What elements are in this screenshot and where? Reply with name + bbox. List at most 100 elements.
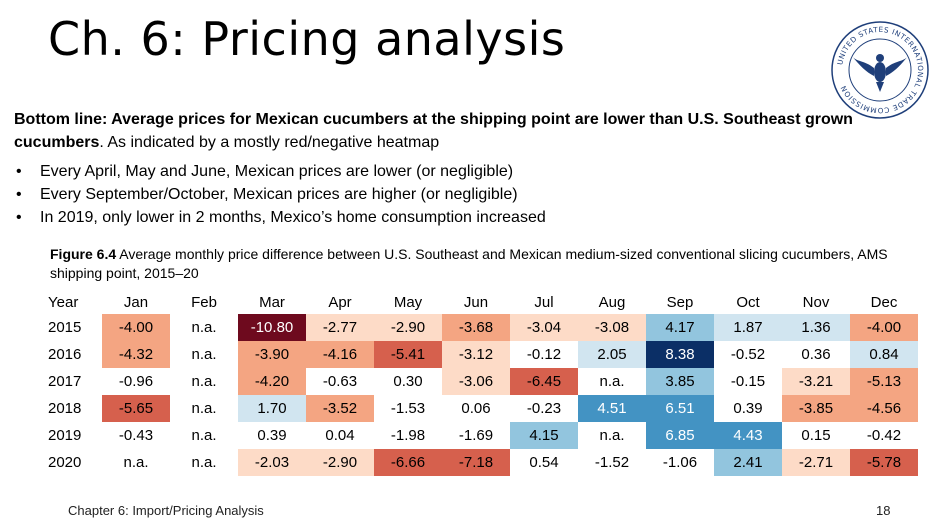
- heatmap-cell: 0.30: [393, 373, 423, 390]
- year-label: 2018: [48, 400, 82, 417]
- year-label: 2015: [48, 319, 82, 336]
- month-column-header: Aug: [598, 293, 626, 311]
- heatmap-row: 2015 -4.00 n.a. -10.80 -2.77 -2.90 -3.68 -3.04-…: [48, 314, 918, 341]
- heatmap-cell: 6.51: [646, 395, 714, 422]
- month-column-header: Jul: [534, 293, 554, 311]
- month-column-header: Feb: [191, 293, 217, 311]
- heatmap-cell: 0.84: [850, 341, 918, 368]
- bullet-item: • In 2019, only lower in 2 months, Mexico…: [14, 206, 546, 229]
- heatmap-cell: -2.90: [374, 314, 442, 341]
- slide-footer: Chapter 6: Import/Pricing Analysis: [68, 503, 264, 518]
- month-column-header: May: [393, 293, 423, 311]
- month-column-header: Apr: [328, 293, 352, 311]
- heatmap-cell: -3.90: [238, 341, 306, 368]
- heatmap-cell: 2.41: [714, 449, 782, 476]
- heatmap-cell: 0.36: [801, 346, 831, 363]
- heatmap-cell: -1.06: [662, 454, 698, 471]
- month-column-header: Sep: [666, 293, 694, 311]
- heatmap-cell: -5.13: [850, 368, 918, 395]
- year-column-header: Year: [48, 293, 79, 311]
- month-column-header: Oct: [736, 293, 760, 311]
- heatmap-cell: -6.66: [374, 449, 442, 476]
- heatmap-cell: 1.36: [782, 314, 850, 341]
- year-label: 2020: [48, 454, 82, 471]
- heatmap-cell: -1.52: [594, 454, 630, 471]
- heatmap-cell: -3.85: [782, 395, 850, 422]
- heatmap-cell: 1.87: [714, 314, 782, 341]
- heatmap-cell: -6.45: [510, 368, 578, 395]
- heatmap-cell: -3.06: [442, 368, 510, 395]
- bottom-line-bold: Bottom line: Average prices for Mexican …: [14, 111, 853, 151]
- heatmap-cell: 3.85: [646, 368, 714, 395]
- heatmap-cell: -4.00: [102, 314, 170, 341]
- heatmap-cell: -1.69: [458, 427, 494, 444]
- heatmap-cell: -4.20: [238, 368, 306, 395]
- heatmap-cell: 0.04: [325, 427, 355, 444]
- heatmap-cell: -4.56: [850, 395, 918, 422]
- heatmap-cell: n.a.: [191, 400, 217, 417]
- price-heatmap-table: Year Jan Feb Mar Apr May Jun Jul Aug Sep Oct Nov Dec…: [48, 290, 918, 476]
- slide-title: Ch. 6: Pricing analysis: [48, 12, 566, 66]
- heatmap-cell: -2.03: [238, 449, 306, 476]
- heatmap-cell: n.a.: [123, 454, 149, 471]
- heatmap-cell: -0.96: [118, 373, 154, 390]
- bullet-item: • Every April, May and June, Mexican pric…: [14, 160, 546, 183]
- bullet-item: • Every September/October, Mexican prices…: [14, 183, 546, 206]
- heatmap-cell: n.a.: [599, 427, 625, 444]
- heatmap-cell: -3.68: [442, 314, 510, 341]
- figure-caption-text: Average monthly price difference between…: [50, 246, 888, 281]
- heatmap-cell: -5.78: [850, 449, 918, 476]
- heatmap-cell: n.a.: [191, 319, 217, 336]
- figure-label: Figure 6.4: [50, 246, 117, 262]
- heatmap-cell: -5.41: [374, 341, 442, 368]
- heatmap-cell: -0.63: [322, 373, 358, 390]
- heatmap-row: 2018 -5.65 n.a. 1.70 -3.52 -1.53 0.06 -0.23 4.51…: [48, 395, 918, 422]
- heatmap-cell: n.a.: [191, 346, 217, 363]
- heatmap-cell: -0.43: [118, 427, 154, 444]
- heatmap-cell: 4.15: [510, 422, 578, 449]
- heatmap-cell: 6.85: [646, 422, 714, 449]
- heatmap-cell: 0.39: [257, 427, 287, 444]
- heatmap-row: 2019 -0.43 n.a. 0.39 0.04 -1.98 -1.69 4.15 n.a. 6…: [48, 422, 918, 449]
- heatmap-cell: -0.23: [526, 400, 562, 417]
- heatmap-cell: -2.90: [306, 449, 374, 476]
- heatmap-cell: -4.00: [850, 314, 918, 341]
- heatmap-cell: -5.65: [102, 395, 170, 422]
- heatmap-cell: 1.70: [238, 395, 306, 422]
- heatmap-cell: 4.43: [714, 422, 782, 449]
- heatmap-cell: -2.77: [306, 314, 374, 341]
- heatmap-row: 2017 -0.96 n.a. -4.20 -0.63 0.30 -3.06 -6.45 n.a…: [48, 368, 918, 395]
- heatmap-row: 2020 n.a. n.a. -2.03 -2.90 -6.66 -7.18 0.54 -1.5…: [48, 449, 918, 476]
- heatmap-cell: -3.08: [578, 314, 646, 341]
- bottom-line: Bottom line: Average prices for Mexican …: [14, 108, 854, 154]
- heatmap-cell: -2.71: [782, 449, 850, 476]
- heatmap-cell: n.a.: [599, 373, 625, 390]
- heatmap-cell: -1.53: [390, 400, 426, 417]
- year-label: 2016: [48, 346, 82, 363]
- month-column-header: Jan: [123, 293, 149, 311]
- heatmap-cell: 4.17: [646, 314, 714, 341]
- heatmap-cell: 0.15: [801, 427, 831, 444]
- heatmap-cell: -4.32: [102, 341, 170, 368]
- bottom-line-rest: . As indicated by a mostly red/negative …: [99, 134, 440, 151]
- bullet-dot-icon: •: [16, 209, 22, 226]
- month-column-header: Jun: [463, 293, 489, 311]
- heatmap-cell: -7.18: [442, 449, 510, 476]
- heatmap-cell: 2.05: [578, 341, 646, 368]
- year-label: 2017: [48, 373, 82, 390]
- figure-caption: Figure 6.4 Average monthly price differe…: [50, 245, 920, 283]
- heatmap-cell: -0.52: [730, 346, 766, 363]
- heatmap-header-row: Year Jan Feb Mar Apr May Jun Jul Aug Sep Oct Nov Dec: [48, 290, 918, 314]
- year-label: 2019: [48, 427, 82, 444]
- heatmap-cell: -1.98: [390, 427, 426, 444]
- bullet-list: • Every April, May and June, Mexican pric…: [14, 160, 546, 229]
- heatmap-cell: -3.52: [306, 395, 374, 422]
- heatmap-cell: 8.38: [646, 341, 714, 368]
- page-number: 18: [876, 503, 891, 518]
- heatmap-cell: 0.06: [461, 400, 491, 417]
- heatmap-body: 2015 -4.00 n.a. -10.80 -2.77 -2.90 -3.68 -3.04-…: [48, 314, 918, 476]
- heatmap-cell: -4.16: [306, 341, 374, 368]
- bullet-dot-icon: •: [16, 186, 22, 203]
- heatmap-cell: 0.39: [733, 400, 763, 417]
- heatmap-cell: n.a.: [191, 454, 217, 471]
